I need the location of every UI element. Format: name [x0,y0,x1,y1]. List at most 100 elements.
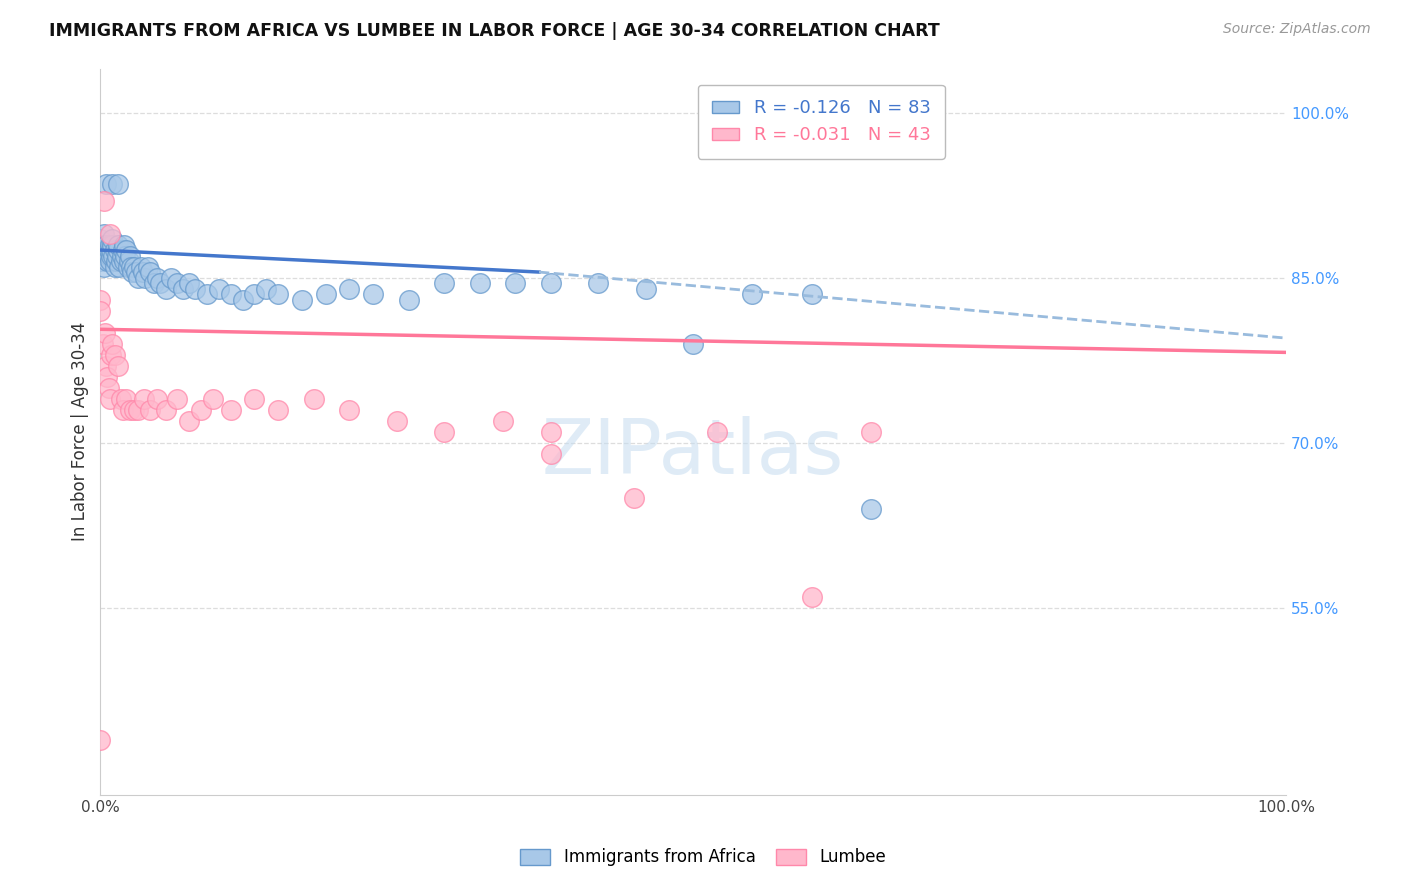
Point [134,392,156,406]
Point [121,265,143,279]
Point [139,402,162,417]
Point [94,326,117,340]
Point [139,265,162,279]
Point [110,254,132,268]
Point [96,177,118,191]
Point [93,260,115,274]
Point [166,276,188,290]
Point [107,243,129,257]
Point [136,260,159,274]
Point [706,425,728,439]
Text: ZIPatlas: ZIPatlas [541,417,845,491]
Point [100,249,122,263]
Point [179,276,201,290]
Point [243,392,266,406]
Point [104,254,127,268]
Point [89,293,111,307]
Point [267,402,290,417]
Point [105,249,128,263]
Point [117,260,139,274]
Y-axis label: In Labor Force | Age 30-34: In Labor Force | Age 30-34 [72,322,89,541]
Point [100,243,122,257]
Point [172,282,194,296]
Point [132,265,155,279]
Point [540,276,562,290]
Point [94,249,117,263]
Point [103,348,125,362]
Point [179,414,201,428]
Point [219,402,242,417]
Point [93,227,115,241]
Point [588,276,610,290]
Point [302,392,325,406]
Point [267,287,290,301]
Point [97,249,120,263]
Point [142,276,165,290]
Point [89,303,111,318]
Point [155,402,177,417]
Point [634,282,657,296]
Point [118,254,141,268]
Point [361,287,384,301]
Point [433,425,456,439]
Point [96,254,118,268]
Point [115,392,138,406]
Point [96,359,118,373]
Point [125,265,148,279]
Point [134,270,156,285]
Point [160,270,183,285]
Point [129,260,152,274]
Point [107,359,129,373]
Point [89,732,111,747]
Point [89,249,111,263]
Point [127,402,149,417]
Point [96,369,118,384]
Point [337,282,360,296]
Point [98,254,121,268]
Point [103,249,125,263]
Point [505,276,527,290]
Point [97,243,120,257]
Point [122,402,145,417]
Point [115,243,138,257]
Point [112,237,135,252]
Point [107,177,129,191]
Point [540,425,562,439]
Point [120,260,142,274]
Point [149,276,172,290]
Text: IMMIGRANTS FROM AFRICA VS LUMBEE IN LABOR FORCE | AGE 30-34 CORRELATION CHART: IMMIGRANTS FROM AFRICA VS LUMBEE IN LABO… [49,22,941,40]
Legend: R = -0.126   N = 83, R = -0.031   N = 43: R = -0.126 N = 83, R = -0.031 N = 43 [697,85,945,159]
Text: Source: ZipAtlas.com: Source: ZipAtlas.com [1223,22,1371,37]
Point [146,392,169,406]
Point [540,447,562,461]
Point [101,237,124,252]
Point [96,237,118,252]
Point [98,237,121,252]
Point [208,282,231,296]
Point [93,194,115,208]
Point [232,293,254,307]
Point [89,243,111,257]
Point [859,501,882,516]
Point [91,243,114,257]
Point [89,237,111,252]
Point [166,392,188,406]
Point [118,402,141,417]
Point [91,336,114,351]
Point [219,287,242,301]
Point [122,260,145,274]
Point [103,260,125,274]
Point [110,392,132,406]
Point [385,414,408,428]
Point [112,254,135,268]
Point [859,425,882,439]
Point [398,293,420,307]
Point [101,177,124,191]
Legend: Immigrants from Africa, Lumbee: Immigrants from Africa, Lumbee [512,840,894,875]
Point [623,491,645,505]
Point [111,243,134,257]
Point [155,282,177,296]
Point [108,260,131,274]
Point [468,276,491,290]
Point [337,402,360,417]
